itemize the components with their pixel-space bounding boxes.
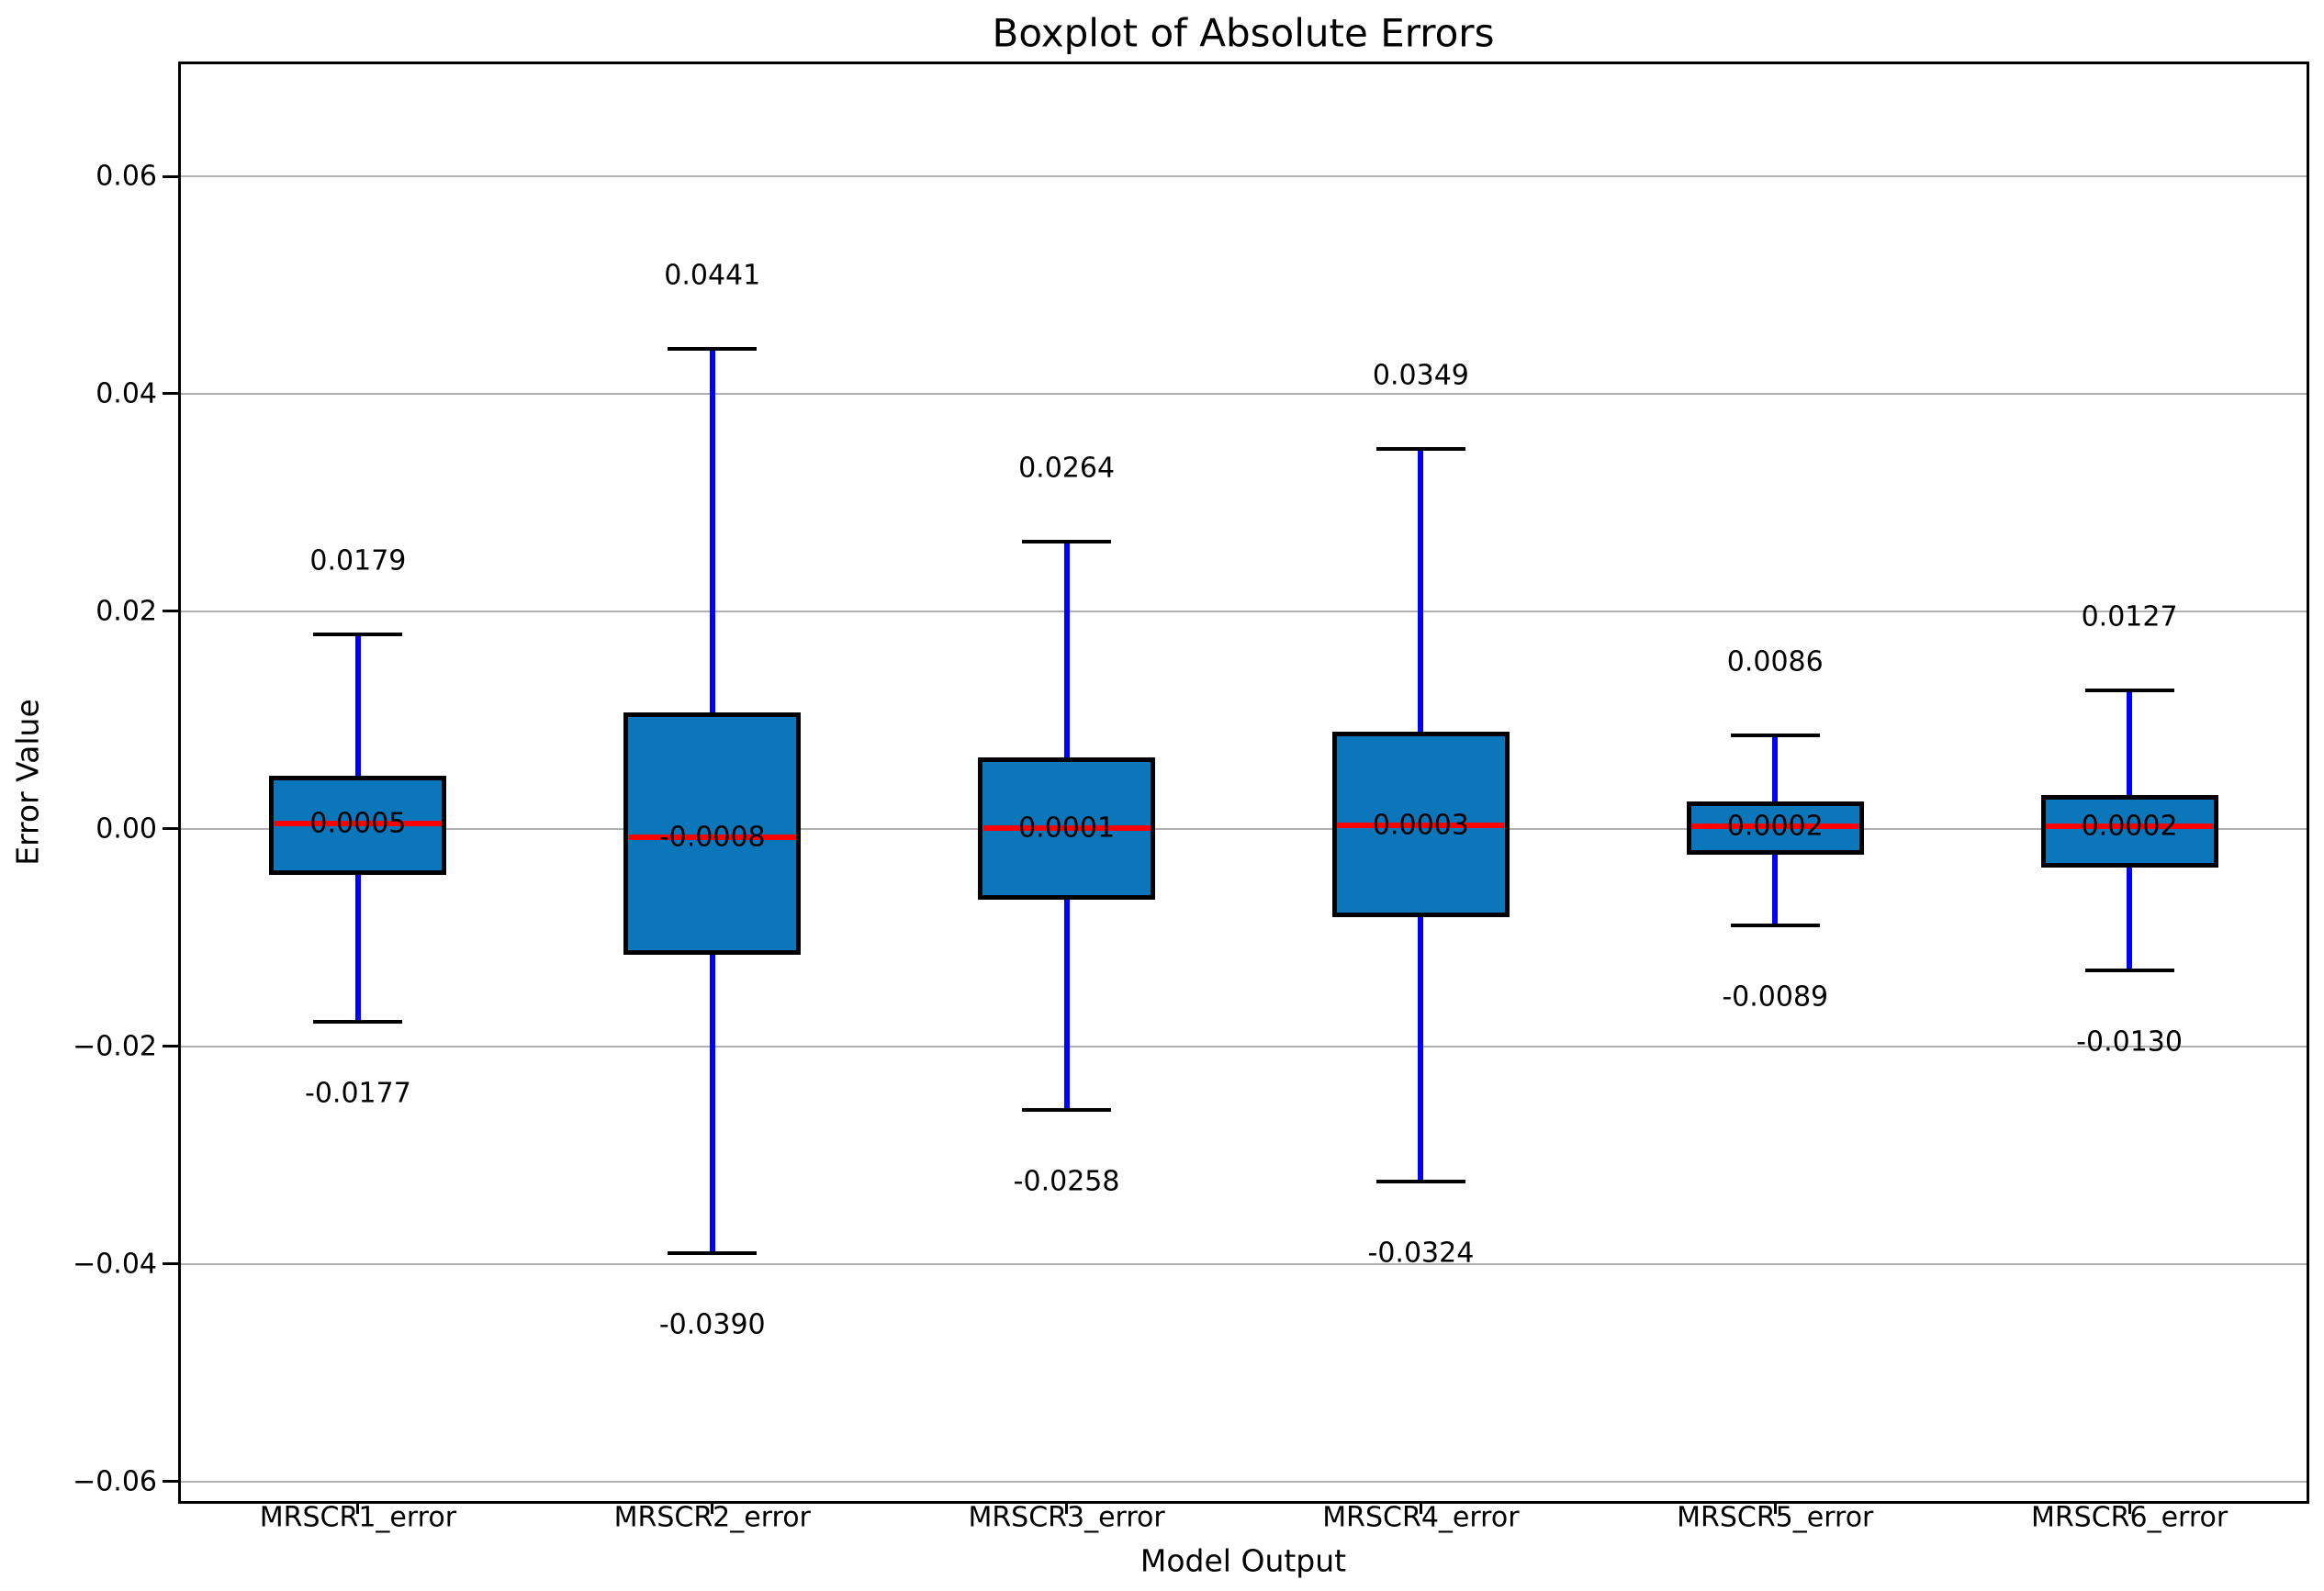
whisker-cap-bottom-MRSCR1_error — [313, 1019, 403, 1024]
whisker-cap-bottom-MRSCR3_error — [1022, 1107, 1112, 1112]
whisker-cap-top-MRSCR3_error — [1022, 540, 1112, 544]
x-tick-mark — [1065, 1501, 1069, 1514]
y-tick-mark — [163, 610, 178, 613]
plot-area: 0.06 0.04 0.02 0.00 −0.02 −0.04 −0.06 MRSCR1_er… — [73, 62, 2309, 1534]
whisker-cap-bottom-MRSCR6_error — [2084, 968, 2174, 972]
whisker-cap-top-MRSCR6_error — [2084, 689, 2174, 693]
x-tick-mark — [711, 1501, 714, 1514]
y-tick-label: −0.04 — [73, 1248, 157, 1281]
whisker-cap-bottom-MRSCR5_error — [1730, 924, 1820, 928]
x-tick-mark — [2128, 1501, 2131, 1514]
median-label-MRSCR4_error: 0.0003 — [1372, 809, 1469, 842]
y-gridline — [181, 1045, 2307, 1048]
median-label-MRSCR1_error: 0.0005 — [309, 807, 407, 840]
max-label-MRSCR3_error: 0.0264 — [1018, 452, 1116, 485]
x-tick-mark — [1773, 1501, 1777, 1514]
y-tick-mark — [163, 1262, 178, 1266]
max-label-MRSCR1_error: 0.0179 — [309, 544, 407, 577]
min-label-MRSCR4_error: -0.0324 — [1367, 1237, 1475, 1270]
median-line-MRSCR5_error — [1691, 824, 1859, 830]
min-label-MRSCR3_error: -0.0258 — [1013, 1165, 1120, 1197]
min-label-MRSCR6_error: -0.0130 — [2076, 1025, 2183, 1059]
y-tick-mark — [163, 392, 178, 396]
y-gridline — [181, 1262, 2307, 1265]
max-label-MRSCR4_error: 0.0349 — [1372, 359, 1469, 392]
y-tick-label: 0.00 — [95, 812, 157, 846]
x-tick-label-MRSCR2_error: MRSCR2_error — [613, 1501, 811, 1534]
whisker-cap-top-MRSCR5_error — [1730, 733, 1820, 737]
median-label-MRSCR5_error: 0.0002 — [1726, 810, 1824, 843]
whisker-cap-bottom-MRSCR4_error — [1375, 1179, 1465, 1183]
median-label-MRSCR3_error: 0.0001 — [1018, 812, 1116, 845]
median-line-MRSCR6_error — [2046, 824, 2214, 830]
y-tick-label: −0.06 — [73, 1465, 157, 1498]
median-line-MRSCR2_error — [628, 835, 796, 841]
y-tick-mark — [163, 827, 178, 831]
x-tick-label-MRSCR5_error: MRSCR5_error — [1677, 1501, 1874, 1534]
median-line-MRSCR4_error — [1337, 823, 1505, 829]
x-tick-mark — [1419, 1501, 1422, 1514]
x-tick-label-MRSCR4_error: MRSCR4_error — [1322, 1501, 1520, 1534]
whisker-cap-top-MRSCR4_error — [1375, 447, 1465, 452]
y-gridline — [181, 827, 2307, 830]
y-tick-mark — [163, 1045, 178, 1048]
y-gridline — [181, 610, 2307, 612]
min-label-MRSCR2_error: -0.0390 — [658, 1308, 766, 1341]
y-tick-label: 0.04 — [95, 377, 157, 410]
y-tick-label: 0.06 — [95, 160, 157, 193]
x-tick-label-MRSCR3_error: MRSCR3_error — [968, 1501, 1165, 1534]
y-tick-label: −0.02 — [73, 1030, 157, 1063]
y-tick-mark — [163, 1480, 178, 1484]
x-axis-label: Model Output — [1140, 1542, 1347, 1579]
median-line-MRSCR3_error — [982, 824, 1151, 831]
max-label-MRSCR2_error: 0.0441 — [664, 259, 761, 292]
max-label-MRSCR6_error: 0.0127 — [2081, 600, 2178, 633]
y-axis-label: Error Value — [9, 699, 46, 866]
y-gridline — [181, 175, 2307, 178]
x-tick-label-MRSCR1_error: MRSCR1_error — [259, 1501, 457, 1534]
max-label-MRSCR5_error: 0.0086 — [1726, 645, 1824, 678]
whisker-cap-bottom-MRSCR2_error — [668, 1250, 758, 1255]
y-tick-label: 0.02 — [95, 595, 157, 628]
min-label-MRSCR5_error: -0.0089 — [1722, 980, 1829, 1014]
x-tick-mark — [356, 1501, 360, 1514]
x-tick-label-MRSCR6_error: MRSCR6_error — [2030, 1501, 2229, 1534]
box-MRSCR2_error — [623, 712, 802, 956]
median-label-MRSCR6_error: 0.0002 — [2081, 810, 2178, 843]
y-tick-mark — [163, 174, 178, 178]
y-gridline — [181, 392, 2307, 395]
whisker-cap-top-MRSCR2_error — [668, 347, 758, 352]
min-label-MRSCR1_error: -0.0177 — [305, 1077, 411, 1110]
whisker-cap-top-MRSCR1_error — [313, 632, 403, 636]
box-MRSCR6_error — [2040, 795, 2218, 868]
y-gridline — [181, 1480, 2307, 1483]
chart-title: Boxplot of Absolute Errors — [992, 10, 1495, 56]
median-label-MRSCR2_error: -0.0008 — [658, 821, 766, 854]
median-line-MRSCR1_error — [274, 820, 442, 826]
